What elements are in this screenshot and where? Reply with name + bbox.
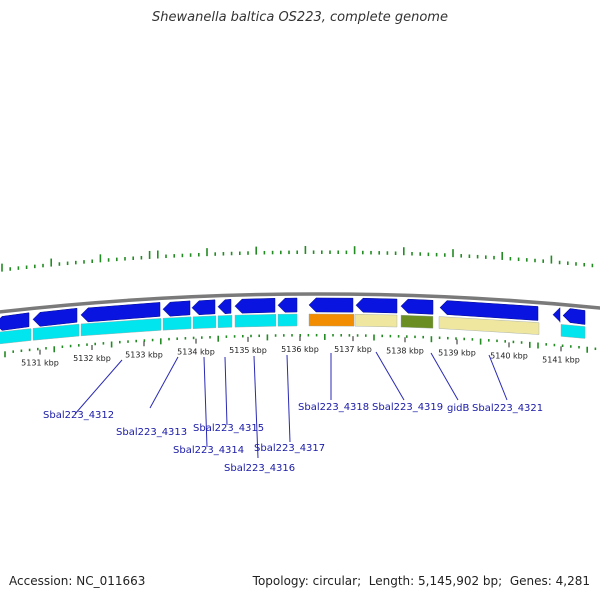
ruler-tick-label: 5138 kbp bbox=[386, 346, 424, 355]
gene-label[interactable]: Sbal223_4321 bbox=[472, 403, 543, 414]
length-value: 5,145,902 bp bbox=[418, 574, 499, 588]
lower-tick-row bbox=[4, 333, 597, 358]
gene-arrow[interactable] bbox=[217, 299, 232, 314]
cds-segment[interactable] bbox=[354, 313, 398, 328]
accession-info: Accession: NC_011663 bbox=[9, 574, 145, 588]
ruler-tick-label: 5139 kbp bbox=[438, 348, 476, 357]
cds-segment[interactable] bbox=[560, 324, 586, 339]
gene-leader-line bbox=[203, 356, 208, 448]
cds-segment[interactable] bbox=[192, 315, 217, 329]
cds-lane bbox=[0, 313, 586, 345]
length-label: Length: bbox=[368, 574, 415, 588]
gene-label[interactable]: Sbal223_4314 bbox=[173, 445, 244, 456]
gene-leader-line bbox=[224, 356, 228, 426]
gene-label[interactable]: Sbal223_4316 bbox=[224, 463, 295, 474]
gene-arrow[interactable] bbox=[32, 307, 78, 327]
cds-segment[interactable] bbox=[234, 314, 277, 328]
cds-segment[interactable] bbox=[277, 313, 298, 327]
gene-leader-line bbox=[74, 359, 123, 415]
gene-arrow[interactable] bbox=[400, 298, 434, 315]
gene-arrow[interactable] bbox=[80, 302, 161, 323]
cds-segment[interactable] bbox=[308, 313, 355, 327]
ruler-tick-label: 5140 kbp bbox=[490, 351, 528, 360]
gene-arrow[interactable] bbox=[234, 298, 276, 314]
cds-segment[interactable] bbox=[400, 314, 434, 329]
page-title: Shewanella baltica OS223, complete genom… bbox=[152, 10, 448, 25]
gene-arrow[interactable] bbox=[191, 299, 216, 316]
cds-segment[interactable] bbox=[217, 315, 233, 328]
accession-value: NC_011663 bbox=[76, 574, 146, 588]
gene-leader-line bbox=[375, 351, 405, 401]
gene-label[interactable]: Sbal223_4317 bbox=[254, 443, 325, 454]
gene-leader-line bbox=[286, 354, 291, 443]
gene-leader-line bbox=[253, 355, 259, 459]
genome-summary: Topology: circular; Length: 5,145,902 bp… bbox=[252, 574, 590, 588]
ruler-tick-label: 5133 kbp bbox=[125, 350, 163, 359]
ruler-tick-label: 5135 kbp bbox=[229, 346, 267, 355]
gene-arrow-track bbox=[0, 297, 586, 331]
gene-label[interactable]: Sbal223_4313 bbox=[116, 427, 187, 438]
genes-label: Genes: bbox=[509, 574, 552, 588]
gene-leader-line bbox=[430, 352, 459, 401]
ruler-tick-label: 5134 kbp bbox=[177, 348, 215, 357]
cds-segment[interactable] bbox=[32, 323, 80, 341]
cds-segment[interactable] bbox=[0, 328, 32, 345]
ruler-tick-label: 5136 kbp bbox=[281, 345, 319, 354]
gene-label[interactable]: Sbal223_4319 bbox=[372, 402, 443, 413]
gene-arrow[interactable] bbox=[0, 312, 30, 331]
genes-value: 4,281 bbox=[555, 574, 590, 588]
gene-arrow[interactable] bbox=[308, 297, 354, 313]
accession-label: Accession: bbox=[9, 574, 73, 588]
topology-label: Topology: bbox=[252, 574, 309, 588]
gene-label[interactable]: Sbal223_4312 bbox=[43, 410, 114, 421]
gc-tick-row bbox=[1, 245, 594, 272]
gene-arrow[interactable] bbox=[439, 300, 539, 321]
ruler-tick-label: 5137 kbp bbox=[334, 345, 372, 354]
ruler-tick-label: 5131 kbp bbox=[21, 359, 59, 368]
gene-label[interactable]: Sbal223_4315 bbox=[193, 423, 264, 434]
gene-arrow[interactable] bbox=[277, 297, 298, 313]
gene-label[interactable]: gidB bbox=[447, 403, 469, 414]
gene-arrow[interactable] bbox=[355, 297, 398, 314]
gene-arrow[interactable] bbox=[552, 307, 561, 323]
ruler-tick-label: 5132 kbp bbox=[73, 354, 111, 363]
gene-leader-line bbox=[488, 354, 508, 401]
ruler: 5131 kbp 5132 kbp 5133 kbp 5134 kbp 5135 kbp… bbox=[21, 336, 580, 368]
gene-arrow[interactable] bbox=[162, 300, 191, 317]
gene-arrow[interactable] bbox=[562, 308, 586, 325]
gene-label[interactable]: Sbal223_4318 bbox=[298, 402, 369, 413]
ruler-tick-label: 5141 kbp bbox=[542, 355, 580, 364]
gene-leader-line bbox=[149, 356, 179, 409]
cds-segment[interactable] bbox=[162, 316, 192, 331]
topology-value: circular bbox=[312, 574, 358, 588]
cds-segment[interactable] bbox=[438, 316, 540, 335]
cds-segment[interactable] bbox=[80, 318, 162, 337]
genome-backbone bbox=[0, 292, 600, 314]
